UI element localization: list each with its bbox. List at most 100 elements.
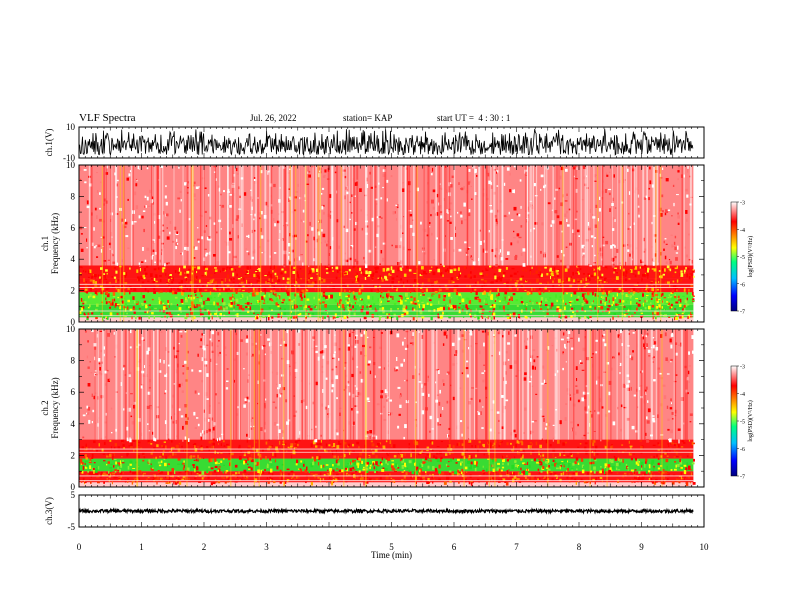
spectrogram-cell — [366, 306, 368, 308]
spectrogram-cell — [429, 415, 433, 420]
spectrogram-cell — [673, 456, 676, 458]
spectrogram-cell — [230, 268, 234, 271]
spectrogram-cell — [577, 399, 580, 403]
spectrogram-cell — [487, 452, 490, 455]
spectrogram-cell — [449, 299, 451, 304]
spectrogram-cell — [618, 287, 622, 290]
spectrogram-cell — [82, 270, 84, 272]
spectrogram-cell — [189, 455, 192, 460]
spectrogram-cell — [546, 475, 548, 479]
spectrogram-cell — [111, 481, 113, 485]
spectrogram-cell — [91, 472, 95, 475]
spectrogram-cell — [396, 275, 399, 278]
spectrogram-cell — [246, 279, 248, 284]
spectrogram-cell — [652, 467, 655, 472]
spectrogram-cell — [663, 240, 665, 244]
spectrogram-cell — [239, 273, 242, 275]
spectrogram-cell — [672, 184, 675, 187]
spectrogram-cell — [475, 281, 477, 286]
spectrogram-cell — [464, 266, 466, 269]
spectrogram-cell — [413, 279, 417, 283]
spectrogram-cell — [181, 301, 184, 305]
spectrogram-streak — [482, 165, 485, 266]
spectrogram-cell — [197, 446, 199, 448]
spectrogram-cell — [169, 450, 172, 453]
spectrogram-cell — [228, 303, 231, 307]
spectrogram-cell — [632, 273, 635, 275]
spectrogram-cell — [260, 235, 264, 239]
spectrogram-cell — [154, 478, 158, 481]
spectrogram-cell — [347, 474, 351, 476]
spectrogram-cell — [570, 294, 573, 297]
spectrogram-cell — [505, 301, 508, 304]
spectrogram-cell — [310, 282, 313, 285]
spectrogram-cell — [150, 406, 153, 410]
spectrogram-cell — [279, 293, 281, 297]
spectrogram-cell — [374, 449, 378, 453]
spectrogram-cell — [582, 464, 585, 466]
spectrogram-cell — [302, 262, 304, 266]
spectrogram-cell — [413, 284, 415, 287]
spectrogram-cell — [159, 299, 163, 302]
spectrogram-cell — [382, 257, 385, 262]
spectrogram-cell — [132, 468, 136, 469]
spectrogram-cell — [391, 468, 394, 471]
spectrogram-cell — [645, 296, 648, 299]
spectrogram-cell — [560, 338, 564, 341]
spectrogram-streak — [543, 165, 546, 266]
spectrogram-cell — [547, 468, 551, 472]
spectrogram-cell — [676, 194, 679, 196]
spectrogram-cell — [199, 298, 202, 302]
spectrogram-cell — [658, 274, 661, 278]
spectrogram-cell — [581, 199, 584, 201]
spectrogram-cell — [567, 468, 569, 471]
spectrogram-cell — [593, 466, 596, 470]
spectrogram-cell — [653, 455, 655, 459]
spectrogram-cell — [89, 465, 92, 469]
spectrogram-cell — [360, 286, 364, 290]
spectrogram-cell — [538, 458, 542, 461]
spectrogram-cell — [547, 459, 550, 463]
spectrogram-cell — [627, 469, 629, 471]
spectrogram-cell — [323, 174, 326, 177]
spectrogram-cell — [233, 301, 236, 305]
spectrogram-cell — [473, 465, 476, 468]
spectrogram-cell — [666, 265, 670, 269]
spectrogram-cell — [165, 273, 167, 276]
spectrogram-cell — [169, 231, 171, 235]
spectrogram-cell — [684, 299, 688, 303]
spectrogram-cell — [664, 281, 667, 284]
spectrogram-cell — [593, 300, 594, 303]
spectrogram-cell — [686, 218, 688, 222]
spectrogram-cell — [334, 299, 337, 303]
spectrogram-cell — [387, 275, 390, 280]
spectrogram-cell — [585, 284, 588, 286]
spectrogram-cell — [607, 305, 610, 307]
spectrogram-cell — [508, 469, 510, 471]
spectrogram-cell — [363, 256, 365, 260]
spectrogram-streak — [466, 165, 468, 266]
spectrogram-cell — [139, 268, 141, 272]
spectrogram-cell — [193, 459, 196, 461]
spectrogram-cell — [530, 292, 533, 295]
spectrogram-cell — [389, 440, 392, 444]
spectrogram-cell — [99, 330, 102, 332]
spectrogram-cell — [560, 166, 564, 171]
spectrogram-cell — [414, 302, 418, 305]
spectrogram-cell — [516, 213, 519, 216]
spectrogram-cell — [105, 287, 109, 291]
spectrogram-cell — [629, 226, 631, 229]
spectrogram-cell — [157, 215, 161, 220]
spectrogram-cell — [549, 444, 552, 447]
spectrogram-cell — [185, 379, 188, 382]
spectrogram-cell — [215, 288, 217, 291]
spectrogram-cell — [258, 286, 261, 290]
spectrogram-cell — [399, 404, 402, 408]
spectrogram-cell — [212, 285, 216, 288]
spectrogram-cell — [232, 294, 234, 298]
spectrogram-cell — [272, 401, 276, 403]
spectrogram-cell — [80, 463, 83, 465]
spectrogram-streak — [315, 165, 318, 266]
spectrogram-cell — [345, 259, 349, 263]
spectrogram-cell — [354, 267, 358, 271]
